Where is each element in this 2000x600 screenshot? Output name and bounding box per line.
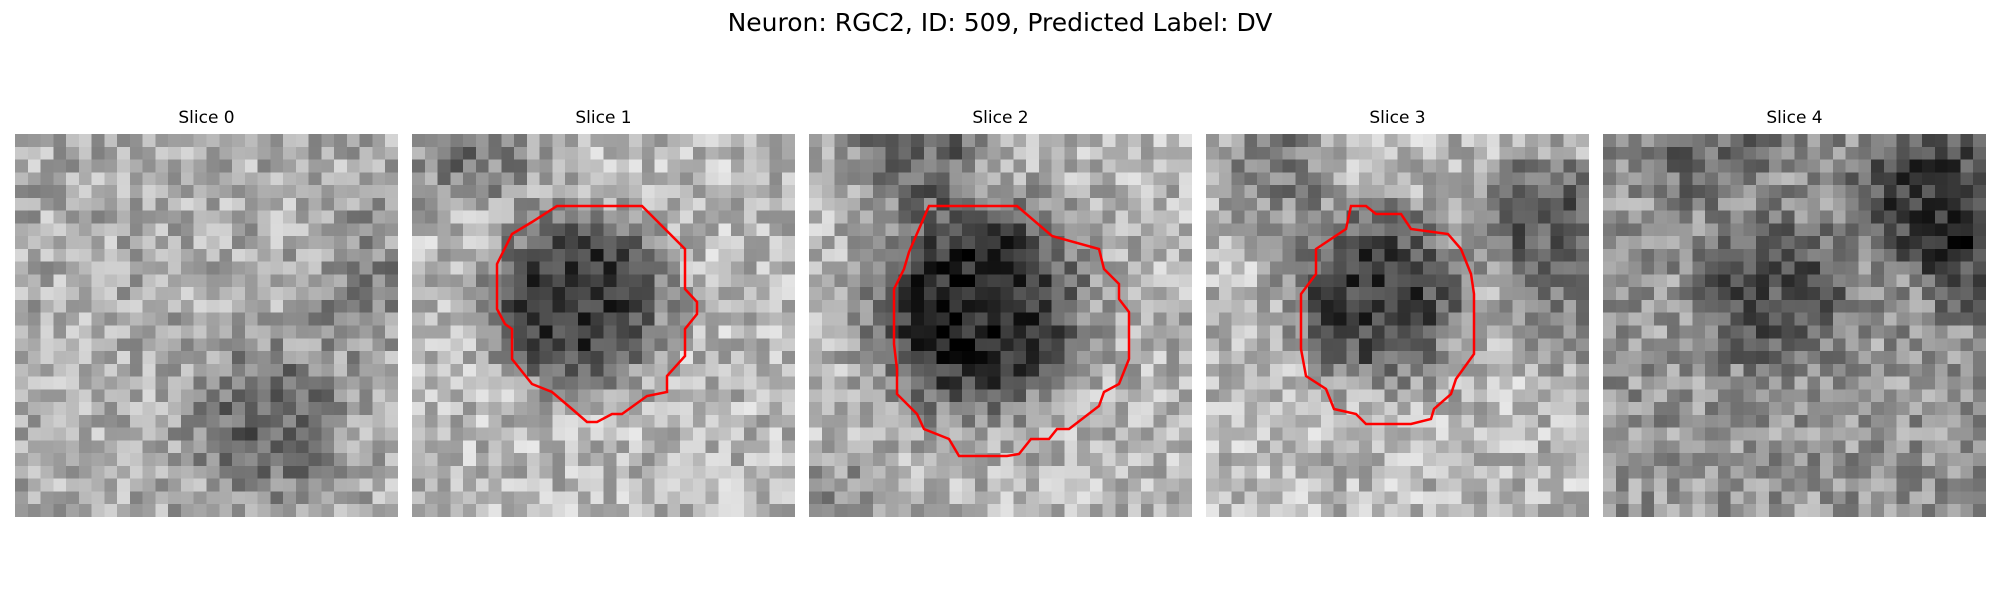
slice-panel-3: Slice 3 [1206,108,1589,517]
slice-title: Slice 3 [1369,108,1426,128]
roi-contour [1299,204,1476,426]
slice-title: Slice 0 [178,108,235,128]
slice-image [1206,134,1589,517]
figure-title: Neuron: RGC2, ID: 509, Predicted Label: … [727,8,1273,37]
slice-image [15,134,398,517]
slice-panel-0: Slice 0 [15,108,398,517]
slice-panel-4: Slice 4 [1603,108,1986,517]
roi-contour [892,204,1131,458]
slice-image [412,134,795,517]
slice-title: Slice 4 [1766,108,1823,128]
slice-title: Slice 1 [575,108,632,128]
slice-panel-1: Slice 1 [412,108,795,517]
slice-panel-2: Slice 2 [809,108,1192,517]
slice-image [1603,134,1986,517]
slice-title: Slice 2 [972,108,1029,128]
roi-contour [495,204,699,424]
